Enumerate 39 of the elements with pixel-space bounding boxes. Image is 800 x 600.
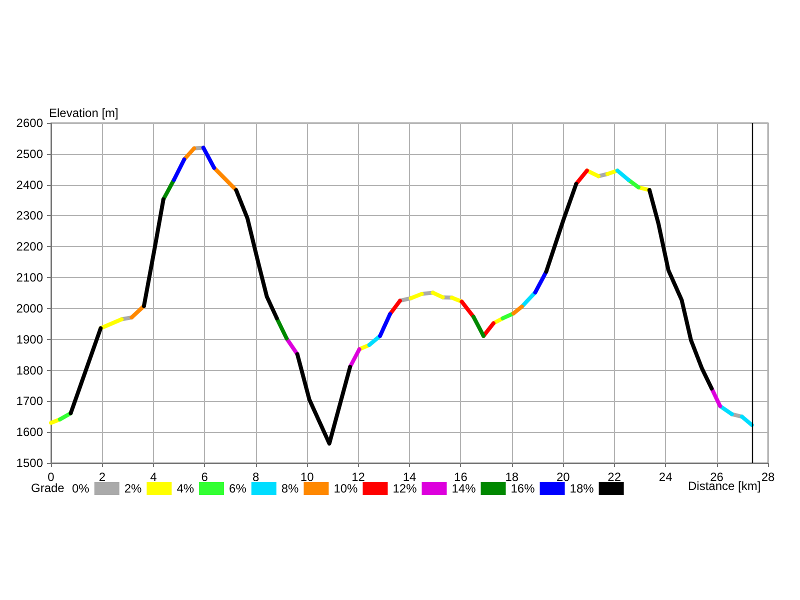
y-tick-label: 2300: [16, 208, 44, 223]
x-tick-label: 6: [201, 470, 208, 484]
x-tick-label: 12: [352, 470, 366, 484]
y-tick-label: 1800: [16, 363, 44, 378]
x-tick-label: 16: [454, 470, 468, 484]
y-tick-label: 1600: [16, 425, 44, 440]
x-tick-label: 10: [300, 470, 314, 484]
legend-title: Grade: [31, 481, 65, 495]
legend-label: 0%: [72, 482, 90, 496]
x-tick-label: 8: [252, 470, 260, 484]
legend-label: 18%: [570, 482, 594, 496]
x-tick-label: 18: [505, 470, 519, 484]
y-tick-label: 1700: [16, 394, 44, 408]
y-tick-label: 2600: [16, 116, 44, 130]
y-tick-label: 2000: [16, 301, 44, 316]
y-tick-label: 1900: [16, 332, 44, 346]
y-tick-label: 2400: [16, 178, 44, 192]
x-tick-label: 22: [608, 470, 622, 484]
legend-label: 10%: [334, 482, 358, 496]
x-tick-label: 24: [658, 470, 673, 484]
x-tick-label: 20: [556, 470, 570, 484]
legend-label: 2%: [124, 482, 142, 496]
legend-label: 16%: [510, 482, 536, 496]
legend-label: 14%: [452, 482, 476, 496]
x-tick-label: 4: [150, 470, 158, 484]
legend-label: 12%: [392, 482, 418, 496]
x-tick-label: 26: [710, 470, 724, 484]
y-axis-title: Elevation [m]: [49, 106, 118, 120]
y-tick-label: 2500: [16, 146, 44, 161]
legend-label: 8%: [281, 482, 300, 496]
y-tick-label: 2200: [16, 240, 44, 254]
x-tick-label: 14: [402, 470, 416, 484]
legend-label: 6%: [229, 482, 247, 496]
x-tick-label: 0: [48, 470, 55, 484]
y-tick-label: 1500: [16, 456, 44, 470]
x-tick-label: 2: [98, 470, 106, 484]
legend-label: 4%: [176, 482, 194, 496]
x-tick-label: 28: [761, 470, 775, 484]
y-tick-label: 2100: [16, 270, 44, 285]
